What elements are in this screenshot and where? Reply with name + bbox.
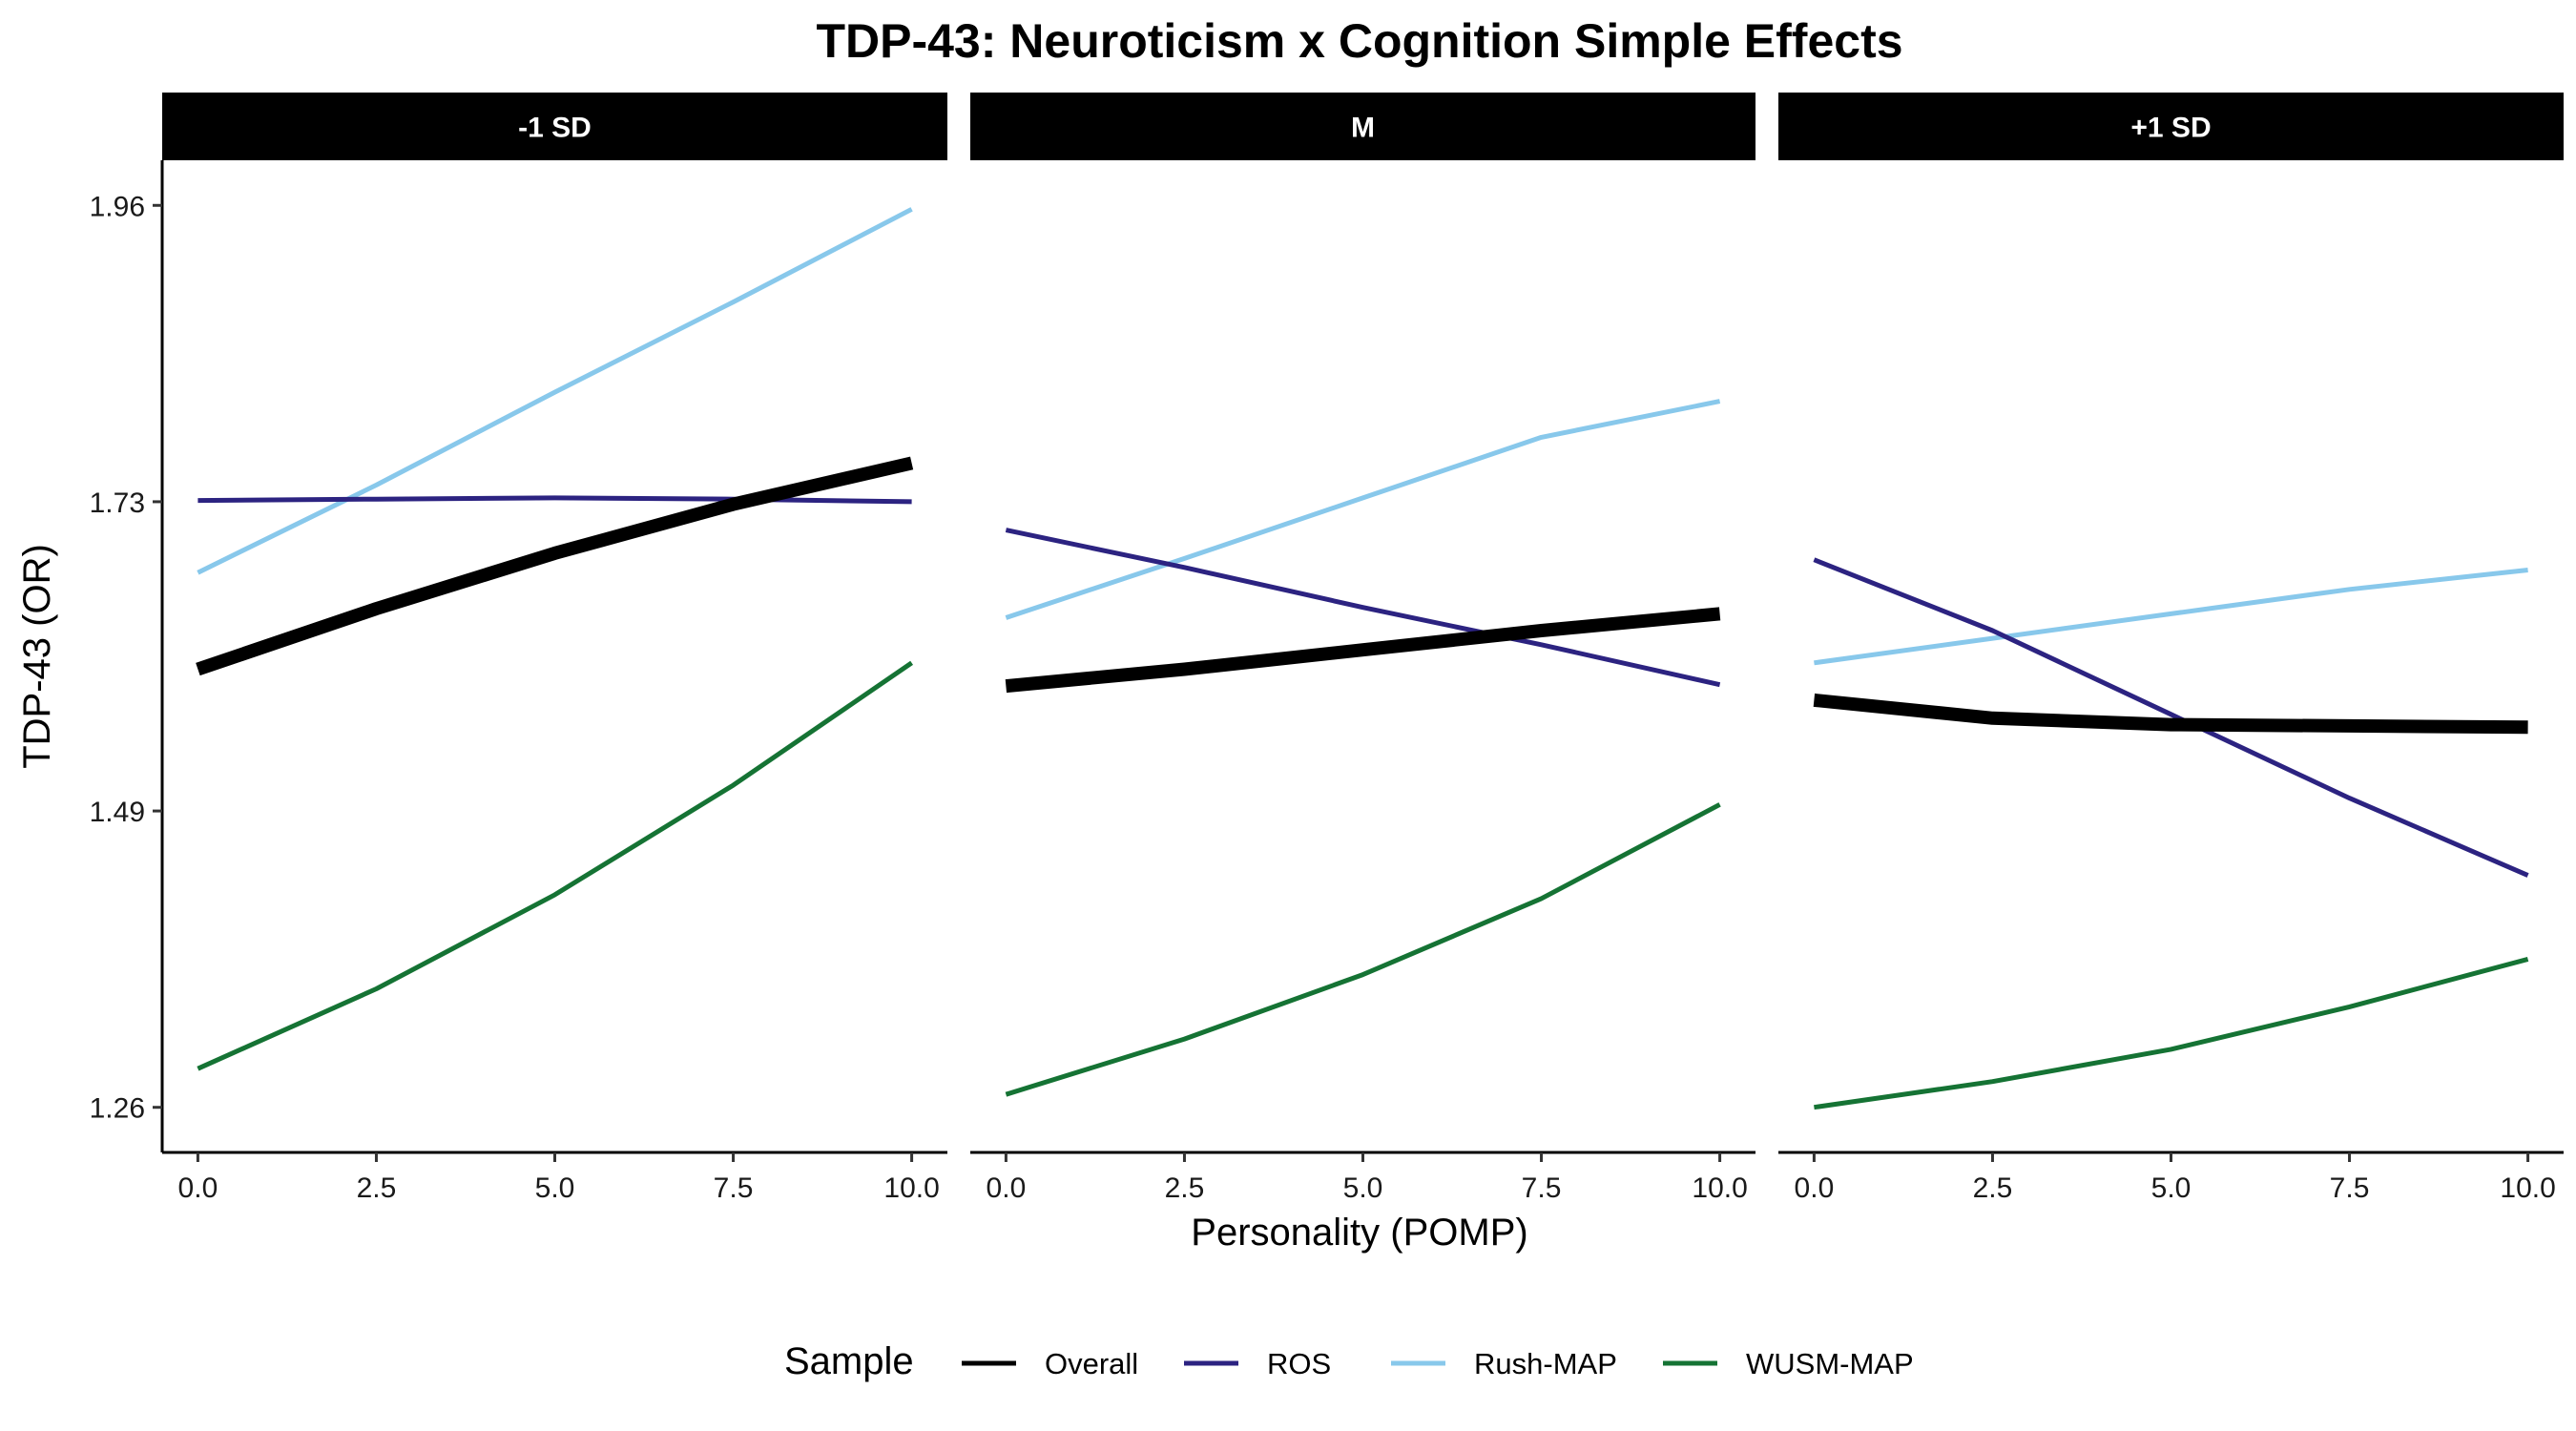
x-tick-label: 10.0 bbox=[1692, 1172, 1747, 1204]
series-line-ros bbox=[197, 495, 912, 505]
series-line-overall bbox=[196, 456, 914, 676]
legend-label-wusm-map: WUSM-MAP bbox=[1746, 1347, 1914, 1380]
panel-1-sd: +1 SD 0.0 2.5 5.0 7.5 10.0 bbox=[1778, 93, 2564, 1204]
panels: -1 SD0.0 2.5 5.0 7.5 10.0M0.0 2.5 5.0 7.5 10.0+1… bbox=[162, 93, 2564, 1204]
facet-strip bbox=[970, 93, 1755, 160]
legend-label-rush-map: Rush-MAP bbox=[1474, 1347, 1617, 1380]
series-line-wusm-map bbox=[1005, 802, 1721, 1097]
x-tick-label: 5.0 bbox=[2151, 1172, 2192, 1204]
series-line-ros bbox=[1005, 528, 1721, 688]
x-tick-label: 0.0 bbox=[1795, 1172, 1835, 1204]
legend: Sample Overall ROS Rush-MAP WUSM-MAP bbox=[784, 1340, 1914, 1382]
series-line-rush-map bbox=[197, 207, 913, 575]
x-tick-label: 5.0 bbox=[535, 1172, 575, 1204]
legend-title: Sample bbox=[784, 1340, 914, 1382]
x-tick-label: 10.0 bbox=[883, 1172, 939, 1204]
x-tick-label: 7.5 bbox=[2330, 1172, 2370, 1204]
series-line-rush-map bbox=[1814, 568, 2528, 666]
panel-1-sd: -1 SD 0.0 2.5 5.0 7.5 10.0 bbox=[162, 93, 947, 1204]
x-tick-label: 7.5 bbox=[1522, 1172, 1562, 1204]
series-line-rush-map bbox=[1005, 399, 1721, 620]
y-tick-label: 1.26 bbox=[90, 1093, 145, 1125]
y-tick-label: 1.49 bbox=[90, 797, 145, 828]
x-tick-label: 2.5 bbox=[357, 1172, 397, 1204]
panel-m: M 0.0 2.5 5.0 7.5 10.0 bbox=[970, 93, 1755, 1204]
facet-strip bbox=[1778, 93, 2564, 160]
series-line-wusm-map bbox=[1814, 956, 2529, 1110]
legend-label-ros: ROS bbox=[1267, 1347, 1331, 1380]
y-axis-title: TDP-43 (OR) bbox=[16, 544, 58, 769]
x-axis-title: Personality (POMP) bbox=[1191, 1212, 1527, 1254]
series-line-overall bbox=[1813, 693, 2528, 735]
x-tick-label: 7.5 bbox=[714, 1172, 754, 1204]
facet-strip bbox=[162, 93, 947, 160]
x-tick-label: 2.5 bbox=[1165, 1172, 1205, 1204]
x-tick-label: 10.0 bbox=[2500, 1172, 2555, 1204]
x-tick-label: 0.0 bbox=[178, 1172, 218, 1204]
x-tick-label: 5.0 bbox=[1343, 1172, 1383, 1204]
legend-label-overall: Overall bbox=[1045, 1347, 1138, 1380]
series-line-ros bbox=[1813, 557, 2529, 878]
facet-strip-label: +1 SD bbox=[2130, 113, 2211, 144]
y-tick-label: 1.96 bbox=[90, 191, 145, 222]
series-line-overall bbox=[1005, 607, 1721, 694]
facet-strip-label: -1 SD bbox=[518, 113, 592, 144]
y-tick-label: 1.73 bbox=[90, 487, 145, 519]
x-tick-label: 0.0 bbox=[987, 1172, 1027, 1204]
series-line-wusm-map bbox=[197, 660, 914, 1071]
x-tick-label: 2.5 bbox=[1973, 1172, 2013, 1204]
chart-title: TDP-43: Neuroticism x Cognition Simple E… bbox=[816, 14, 1902, 68]
y-axis: 1.26 1.49 1.73 1.96 bbox=[90, 191, 162, 1125]
facet-strip-label: M bbox=[1351, 113, 1375, 144]
